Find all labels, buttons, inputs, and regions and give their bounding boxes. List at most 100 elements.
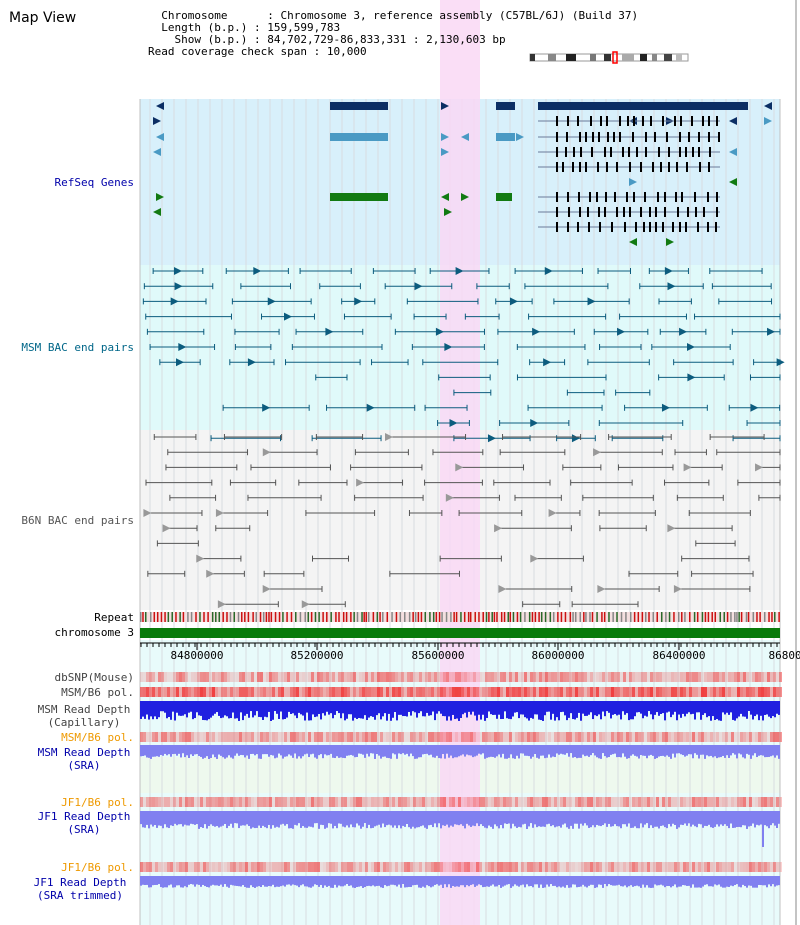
msm-b6-pol-heat-cell — [614, 687, 617, 697]
msm-b6-pol-heat-cell — [584, 732, 587, 742]
track-label-msm-depth-capillary[interactable]: MSM Read Depth (Capillary) — [37, 703, 131, 729]
repeat-element — [474, 612, 476, 622]
dbsnp-heat-cell — [443, 672, 446, 682]
msm-depth-capillary-bar — [584, 701, 586, 716]
jf1-b6-pol-heat-cell — [515, 862, 518, 872]
jf1-depth-sra-bar — [690, 811, 692, 827]
jf1-depth-trimmed-bar — [404, 876, 406, 888]
msm-depth-capillary-bar — [324, 701, 326, 716]
strand-arrow-icon — [441, 102, 449, 110]
msm-depth-sra-bar — [666, 745, 668, 756]
jf1-depth-sra-bar — [682, 811, 684, 826]
repeat-element — [195, 612, 197, 622]
jf1-depth-trimmed-bar — [516, 876, 518, 886]
track-label-b6n-bac[interactable]: B6N BAC end pairs — [21, 514, 134, 527]
msm-b6-pol-heat-cell — [326, 732, 329, 742]
msm-depth-capillary-bar — [750, 701, 752, 715]
jf1-depth-trimmed-bar — [422, 876, 424, 887]
track-label-chromosome[interactable]: chromosome 3 — [54, 626, 134, 639]
msm-depth-sra-bar — [314, 745, 316, 758]
repeat-element — [707, 612, 710, 622]
track-label-msm-depth-sra[interactable]: MSM Read Depth (SRA) — [37, 746, 131, 772]
track-label-jf1-depth-trimmed[interactable]: JF1 Read Depth (SRA trimmed) — [33, 876, 127, 902]
jf1-depth-sra-bar — [370, 811, 372, 829]
repeat-element — [350, 612, 352, 622]
track-label-jf1-pol-1[interactable]: JF1/B6 pol. — [61, 796, 134, 809]
msm-b6-pol-heat-cell — [185, 732, 188, 742]
jf1-depth-sra-bar — [640, 811, 642, 824]
msm-depth-sra-bar — [618, 745, 620, 758]
msm-depth-capillary-bar — [288, 701, 290, 712]
track-label-msm-b6-pol-2[interactable]: MSM/B6 pol. — [61, 731, 134, 744]
msm-b6-pol-heat-cell — [452, 732, 455, 742]
jf1-depth-sra-bar — [490, 811, 492, 827]
jf1-b6-pol-heat-cell — [776, 797, 779, 807]
track-label-refseq[interactable]: RefSeq Genes — [54, 176, 134, 189]
msm-depth-sra-bar — [300, 745, 302, 759]
exon-block — [598, 132, 600, 142]
msm-depth-sra-bar — [260, 745, 262, 759]
jf1-b6-pol-heat-cell — [515, 797, 518, 807]
msm-b6-pol-heat-cell — [689, 732, 692, 742]
msm-b6-pol-heat-cell — [752, 732, 755, 742]
msm-depth-capillary-bar — [252, 701, 254, 718]
strand-arrow-icon — [617, 327, 626, 336]
track-label-msm-b6-pol-1[interactable]: MSM/B6 pol. — [61, 686, 134, 699]
jf1-depth-trimmed-bar — [416, 876, 418, 885]
msm-depth-sra-bar — [156, 745, 158, 757]
jf1-depth-sra-bar — [144, 811, 146, 828]
repeat-element — [382, 612, 384, 622]
jf1-depth-sra-bar — [594, 811, 596, 828]
track-label-repeat[interactable]: Repeat — [94, 611, 134, 624]
jf1-depth-trimmed-bar — [318, 876, 320, 887]
jf1-depth-sra-bar — [214, 811, 216, 827]
dbsnp-heat-cell — [602, 672, 605, 682]
exon-block — [596, 192, 598, 202]
jf1-depth-sra-bar — [350, 811, 352, 825]
track-label-msm-bac[interactable]: MSM BAC end pairs — [21, 341, 134, 354]
jf1-depth-trimmed-bar — [396, 876, 398, 887]
jf1-depth-trimmed-bar — [342, 876, 344, 887]
repeat-element — [403, 612, 406, 622]
jf1-b6-pol-heat-cell — [710, 862, 713, 872]
repeat-element — [491, 612, 493, 622]
repeat-element — [756, 612, 758, 622]
msm-b6-pol-heat-cell — [671, 732, 674, 742]
jf1-b6-pol-heat-cell — [551, 862, 554, 872]
jf1-b6-pol-heat-cell — [644, 862, 647, 872]
ideogram-band — [622, 54, 634, 61]
track-label-jf1-depth-sra[interactable]: JF1 Read Depth (SRA) — [37, 810, 131, 836]
repeat-element — [233, 612, 235, 622]
msm-depth-sra-bar — [696, 745, 698, 755]
msm-b6-pol-heat-cell — [701, 687, 704, 697]
msm-depth-capillary-bar — [576, 701, 578, 718]
jf1-depth-sra-bar — [176, 811, 178, 826]
msm-b6-pol-heat-cell — [329, 732, 332, 742]
dbsnp-heat-cell — [368, 672, 371, 682]
jf1-depth-trimmed-bar — [196, 876, 198, 885]
jf1-depth-sra-bar — [528, 811, 530, 827]
jf1-b6-pol-heat-cell — [647, 862, 650, 872]
track-label-dbsnp[interactable]: dbSNP(Mouse) — [54, 671, 134, 684]
msm-depth-capillary-bar — [608, 701, 610, 713]
msm-depth-capillary-bar — [284, 701, 286, 719]
jf1-b6-pol-heat-cell — [266, 862, 269, 872]
msm-b6-pol-heat-cell — [737, 687, 740, 697]
msm-b6-pol-heat-cell — [599, 687, 602, 697]
msm-b6-pol-heat-cell — [731, 687, 734, 697]
track-label-jf1-pol-2[interactable]: JF1/B6 pol. — [61, 861, 134, 874]
jf1-depth-sra-bar — [418, 811, 420, 828]
strand-arrow-icon — [441, 193, 449, 201]
msm-depth-capillary-bar — [488, 701, 490, 712]
jf1-b6-pol-heat-cell — [578, 797, 581, 807]
jf1-depth-sra-bar — [638, 811, 640, 829]
jf1-depth-sra-bar — [390, 811, 392, 826]
msm-depth-sra-bar — [554, 745, 556, 758]
msm-depth-capillary-bar — [622, 701, 624, 712]
jf1-depth-sra-bar — [174, 811, 176, 824]
jf1-b6-pol-heat-cell — [227, 797, 230, 807]
msm-b6-pol-heat-cell — [302, 687, 305, 697]
msm-depth-capillary-bar — [218, 701, 220, 716]
dbsnp-heat-cell — [152, 672, 155, 682]
